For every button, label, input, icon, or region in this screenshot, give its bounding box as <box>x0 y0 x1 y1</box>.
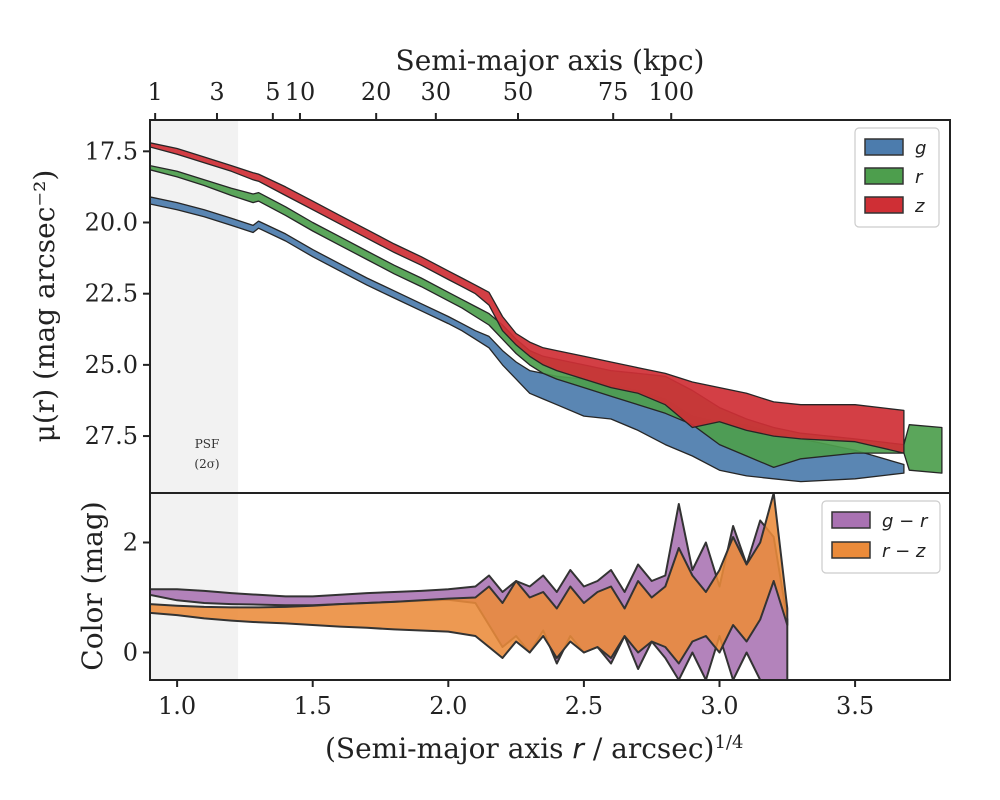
legend-label: r − z <box>882 541 926 562</box>
top-y-axis-title: μ(r) (mag arcsec⁻²) <box>28 170 61 443</box>
band-g <box>150 196 905 483</box>
bottom-x-axis-title: (Semi-major axis r / arcsec)1/4 <box>325 732 743 766</box>
color-panel: 02 1.0 1.5 2.0 2.5 3.0 3.5 Color (mag) (Semi-… <box>76 492 951 766</box>
x-tick-label: 1.5 <box>294 692 332 720</box>
x-tick-label: 3.5 <box>836 692 874 720</box>
top-y-ticks: 17.5 20.0 22.5 25.0 27.5 <box>85 137 150 450</box>
kpc-tick-label: 100 <box>648 78 694 106</box>
legend-label: g − r <box>882 511 929 532</box>
bottom-axes-frame <box>149 492 951 681</box>
bottom-y-axis-title: Color (mag) <box>76 501 109 670</box>
psf-label: PSF <box>195 437 220 451</box>
legend-label: z <box>914 196 925 217</box>
legend-label: g <box>915 138 926 159</box>
x-tick-label: 3.0 <box>700 692 738 720</box>
kpc-tick-label: 1 <box>148 78 163 106</box>
kpc-tick-label: 75 <box>598 78 629 106</box>
kpc-tick-label: 3 <box>209 78 224 106</box>
kpc-tick-label: 30 <box>421 78 452 106</box>
kpc-tick-label: 5 <box>265 78 280 106</box>
y-tick-label: 25.0 <box>85 351 138 379</box>
psf-sigma-label: (2σ) <box>194 457 219 471</box>
kpc-tick-label: 10 <box>285 78 316 106</box>
x-tick-label: 2.0 <box>429 692 467 720</box>
bottom-y-ticks: 02 <box>123 529 150 667</box>
band-r-z <box>150 493 789 665</box>
color-y-tick-label: 0 <box>123 639 138 667</box>
kpc-tick-label: 20 <box>361 78 392 106</box>
legend-swatch <box>864 196 904 214</box>
legend-swatch <box>864 167 904 185</box>
color-areas <box>150 493 789 680</box>
legend-swatch <box>864 138 904 156</box>
legend-label: r <box>915 167 924 188</box>
band-z <box>150 142 905 454</box>
y-tick-label: 22.5 <box>85 280 138 308</box>
x-tick-label: 1.0 <box>158 692 196 720</box>
top-x-axis-title: Semi-major axis (kpc) <box>396 44 705 77</box>
bottom-x-ticks: 1.0 1.5 2.0 2.5 3.0 3.5 <box>158 680 874 720</box>
legend-swatch <box>831 541 871 559</box>
legend-swatch <box>831 511 871 529</box>
y-tick-label: 20.0 <box>85 209 138 237</box>
surface-brightness-areas <box>150 142 943 483</box>
x-tick-label: 2.5 <box>565 692 603 720</box>
band-r <box>150 164 943 474</box>
top-legend: grz <box>854 127 940 228</box>
psf-shade-color <box>150 493 239 680</box>
top-kpc-ticks: 1 3 5 10 20 30 50 75 100 <box>148 78 694 120</box>
color-y-tick-label: 2 <box>123 529 138 557</box>
y-tick-label: 27.5 <box>85 422 138 450</box>
y-tick-label: 17.5 <box>85 137 138 165</box>
bottom-legend: g − r r − z <box>821 500 941 574</box>
kpc-tick-label: 50 <box>503 78 534 106</box>
